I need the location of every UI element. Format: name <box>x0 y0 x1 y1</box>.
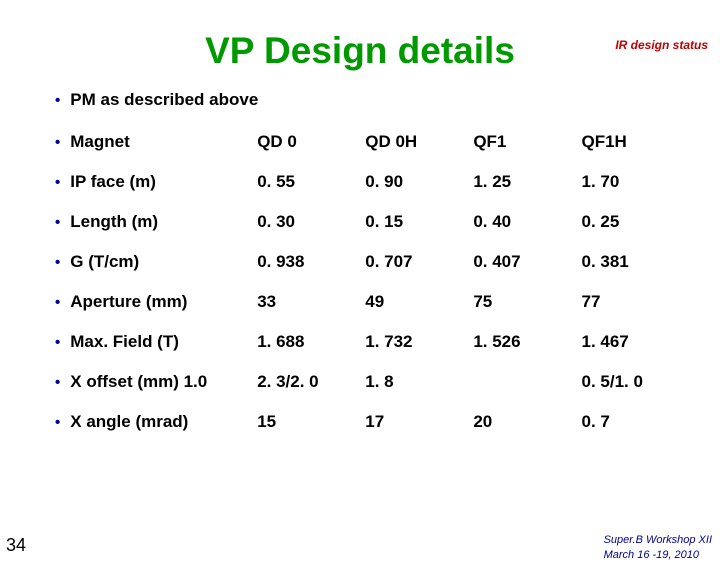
row-label-cell: • G (T/cm) <box>55 252 257 292</box>
row-label-text: X angle (mrad) <box>70 412 188 432</box>
cell-value: 20 <box>473 412 581 452</box>
cell-value: 1. 526 <box>473 332 581 372</box>
cell-value: 77 <box>581 292 690 332</box>
row-label-text: Magnet <box>70 132 130 152</box>
bullet-icon: • <box>55 134 60 151</box>
row-label-cell: • X angle (mrad) <box>55 412 257 452</box>
bullet-icon: • <box>55 92 60 109</box>
bullet-icon: • <box>55 414 60 431</box>
bullet-icon: • <box>55 214 60 231</box>
table-row: • IP face (m) 0. 550. 901. 251. 70 <box>55 172 690 212</box>
cell-value: 1. 467 <box>581 332 690 372</box>
design-table: • Magnet QD 0QD 0HQF1QF1H • IP face (m) 0. 55… <box>55 132 690 452</box>
row-label-text: X offset (mm) 1.0 <box>70 372 207 392</box>
row-label-text: IP face (m) <box>70 172 156 192</box>
cell-value: 33 <box>257 292 365 332</box>
subtitle-row: • PM as described above <box>55 90 690 110</box>
page-number: 34 <box>6 535 26 556</box>
footer-line-1: Super.B Workshop XII <box>604 533 712 547</box>
row-label-cell: • Max. Field (T) <box>55 332 257 372</box>
cell-value: 0. 707 <box>365 252 473 292</box>
header-right-text: IR design status <box>615 38 708 52</box>
table-row: • Max. Field (T) 1. 6881. 7321. 5261. 467 <box>55 332 690 372</box>
cell-value: 1. 70 <box>581 172 690 212</box>
row-label-cell: • Magnet <box>55 132 257 172</box>
cell-value: QF1 <box>473 132 581 172</box>
subtitle-text: PM as described above <box>70 90 258 110</box>
cell-value: 0. 40 <box>473 212 581 252</box>
row-label-cell: • Aperture (mm) <box>55 292 257 332</box>
cell-value: 1. 688 <box>257 332 365 372</box>
cell-value: 0. 381 <box>581 252 690 292</box>
cell-value: 1. 25 <box>473 172 581 212</box>
row-label-text: Aperture (mm) <box>70 292 187 312</box>
table-row: • G (T/cm) 0. 9380. 7070. 4070. 381 <box>55 252 690 292</box>
table-row: • Magnet QD 0QD 0HQF1QF1H <box>55 132 690 172</box>
cell-value: 75 <box>473 292 581 332</box>
bullet-icon: • <box>55 374 60 391</box>
row-label-cell: • Length (m) <box>55 212 257 252</box>
table-row: • X offset (mm) 1.0 2. 3/2. 01. 8 0. 5/1. 0 <box>55 372 690 412</box>
table-row: • Aperture (mm) 33497577 <box>55 292 690 332</box>
content-area: • PM as described above • Magnet QD 0QD 0H… <box>0 90 720 452</box>
cell-value: 17 <box>365 412 473 452</box>
bullet-icon: • <box>55 254 60 271</box>
cell-value: 1. 8 <box>365 372 473 412</box>
cell-value: 0. 938 <box>257 252 365 292</box>
cell-value: 1. 732 <box>365 332 473 372</box>
cell-value: QD 0H <box>365 132 473 172</box>
cell-value: 0. 7 <box>581 412 690 452</box>
table-row: • Length (m) 0. 300. 150. 400. 25 <box>55 212 690 252</box>
row-label-text: Length (m) <box>70 212 158 232</box>
cell-value: 0. 5/1. 0 <box>581 372 690 412</box>
cell-value: 0. 15 <box>365 212 473 252</box>
row-label-cell: • X offset (mm) 1.0 <box>55 372 257 412</box>
bullet-icon: • <box>55 294 60 311</box>
bullet-icon: • <box>55 334 60 351</box>
page-title: VP Design details <box>0 30 720 72</box>
row-label-cell: • IP face (m) <box>55 172 257 212</box>
cell-value: 0. 25 <box>581 212 690 252</box>
cell-value: 0. 407 <box>473 252 581 292</box>
cell-value: QF1H <box>581 132 690 172</box>
cell-value: QD 0 <box>257 132 365 172</box>
cell-value: 49 <box>365 292 473 332</box>
cell-value: 15 <box>257 412 365 452</box>
row-label-text: G (T/cm) <box>70 252 139 272</box>
row-label-text: Max. Field (T) <box>70 332 179 352</box>
cell-value: 0. 55 <box>257 172 365 212</box>
footer-line-2: March 16 -19, 2010 <box>604 548 712 562</box>
bullet-icon: • <box>55 174 60 191</box>
table-row: • X angle (mrad) 1517200. 7 <box>55 412 690 452</box>
footer-right: Super.B Workshop XII March 16 -19, 2010 <box>604 533 712 562</box>
cell-value: 2. 3/2. 0 <box>257 372 365 412</box>
cell-value: 0. 30 <box>257 212 365 252</box>
cell-value <box>473 372 581 412</box>
cell-value: 0. 90 <box>365 172 473 212</box>
